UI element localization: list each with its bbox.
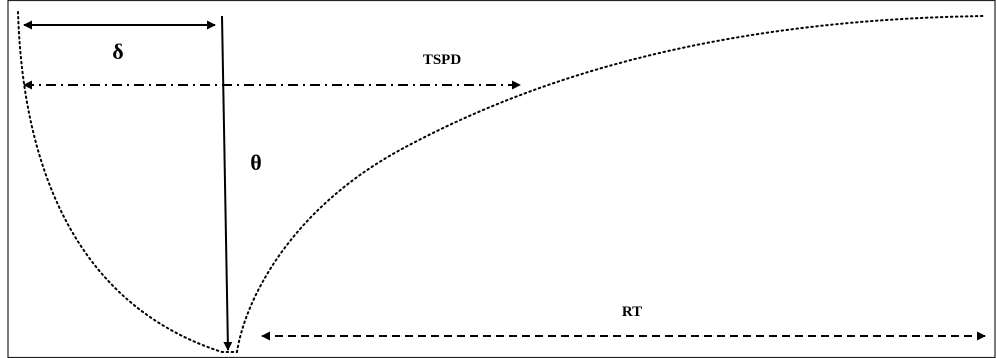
diagram-frame <box>7 0 996 358</box>
tspd-label: TSPD <box>423 52 462 68</box>
delta-label: δ <box>112 39 123 64</box>
decline-curve <box>17 11 238 353</box>
theta-arrow <box>221 15 233 351</box>
rt-label: RT <box>622 304 642 320</box>
theta-label: θ <box>250 150 261 175</box>
recovery-curve <box>236 15 986 353</box>
